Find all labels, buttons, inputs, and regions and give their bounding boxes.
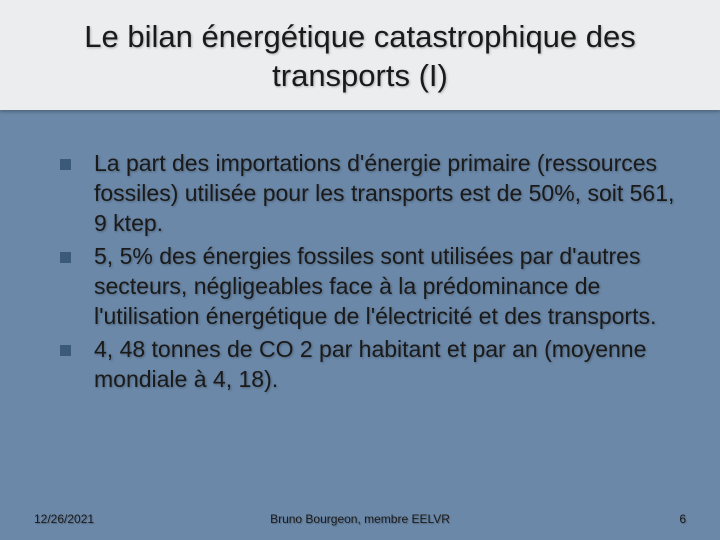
bullet-text: La part des importations d'énergie prima… [94, 150, 674, 237]
slide-body: La part des importations d'énergie prima… [0, 110, 720, 395]
square-bullet-icon [60, 159, 71, 170]
title-container: Le bilan énergétique catastrophique des … [0, 0, 720, 110]
square-bullet-icon [60, 345, 71, 356]
slide: Le bilan énergétique catastrophique des … [0, 0, 720, 540]
list-item: La part des importations d'énergie prima… [60, 148, 682, 239]
bullet-text: 5, 5% des énergies fossiles sont utilisé… [94, 243, 656, 330]
slide-title: Le bilan énergétique catastrophique des … [20, 18, 700, 96]
list-item: 4, 48 tonnes de CO 2 par habitant et par… [60, 334, 682, 395]
bullet-text: 4, 48 tonnes de CO 2 par habitant et par… [94, 336, 646, 392]
footer-author: Bruno Bourgeon, membre EELVR [270, 512, 450, 526]
list-item: 5, 5% des énergies fossiles sont utilisé… [60, 241, 682, 332]
square-bullet-icon [60, 252, 71, 263]
bullet-list: La part des importations d'énergie prima… [60, 148, 682, 395]
footer-date: 12/26/2021 [34, 512, 94, 526]
footer-page-number: 6 [679, 512, 686, 526]
